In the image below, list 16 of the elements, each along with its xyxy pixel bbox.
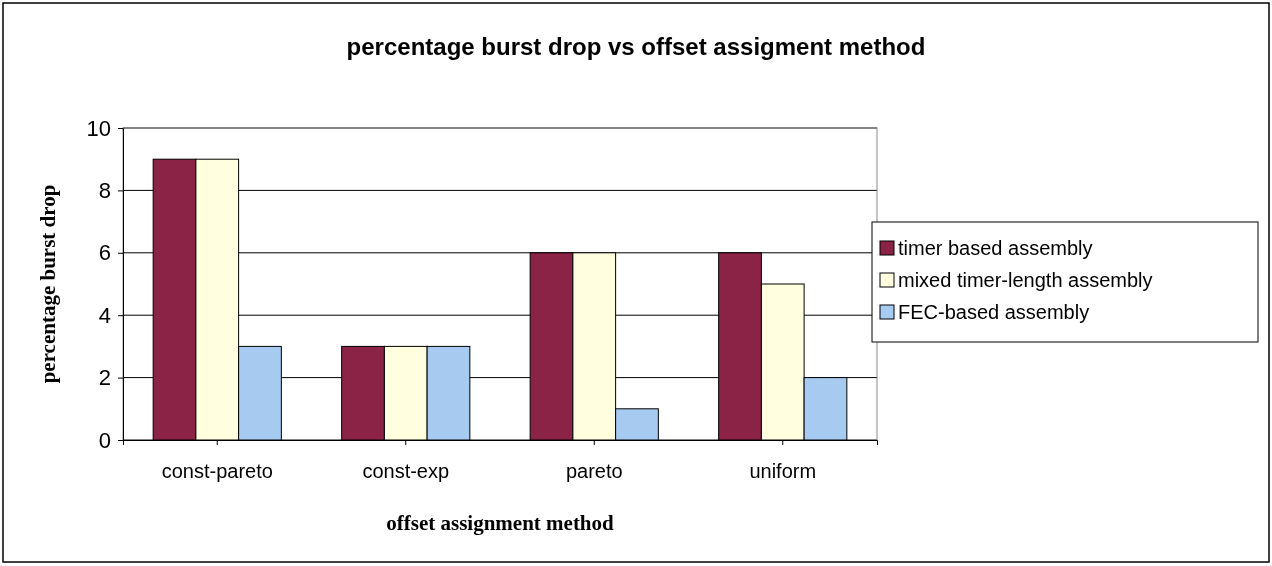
y-tick-label: 4 (98, 302, 111, 328)
x-axis-title: offset assignment method (386, 511, 615, 535)
x-tick-label: pareto (565, 460, 623, 482)
legend-label: timer based assembly (898, 237, 1093, 259)
x-tick-label: uniform (749, 460, 817, 482)
legend-label: mixed timer-length assembly (898, 269, 1153, 291)
x-tick-label: const-exp (362, 460, 450, 482)
y-tick-label: 2 (98, 365, 111, 391)
legend-label: FEC-based assembly (898, 301, 1090, 323)
y-axis-title: percentage burst drop (36, 184, 60, 384)
y-tick-label: 8 (98, 177, 111, 203)
chart-title: percentage burst drop vs offset assigment method (346, 33, 926, 60)
x-tick-label: const-pareto (161, 460, 273, 482)
y-tick-label: 10 (86, 115, 111, 141)
y-tick-label: 6 (98, 240, 111, 266)
y-tick-label: 0 (98, 427, 111, 453)
